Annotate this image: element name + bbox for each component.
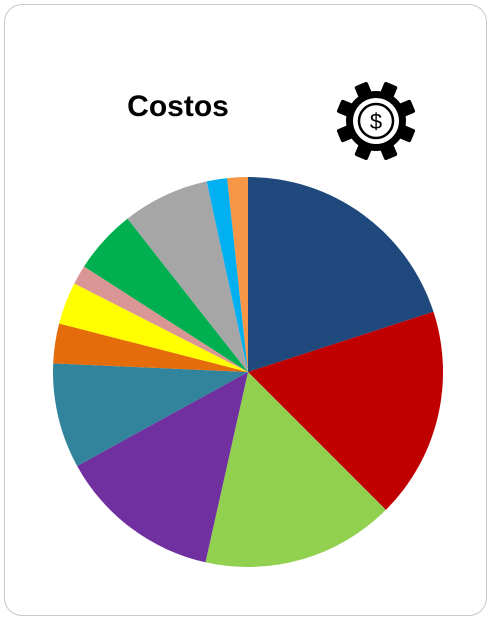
- pie-slice-11: [206, 178, 248, 372]
- pie-slice-12: [227, 177, 248, 372]
- pie-slice-8: [74, 266, 248, 372]
- pie-slice-7: [59, 283, 248, 372]
- pie-slice-9: [84, 218, 249, 372]
- pie-slice-2: [248, 311, 444, 510]
- pie-slice-5: [53, 363, 249, 466]
- svg-text:$: $: [370, 109, 382, 134]
- pie-slice-4: [77, 372, 249, 563]
- pie-slice-10: [127, 181, 248, 372]
- gear-dollar-icon: $: [336, 81, 416, 161]
- pie-slice-6: [53, 323, 248, 372]
- pie-slice-3: [205, 372, 386, 567]
- chart-title: Costos: [127, 90, 229, 123]
- pie-slice-1: [248, 177, 434, 372]
